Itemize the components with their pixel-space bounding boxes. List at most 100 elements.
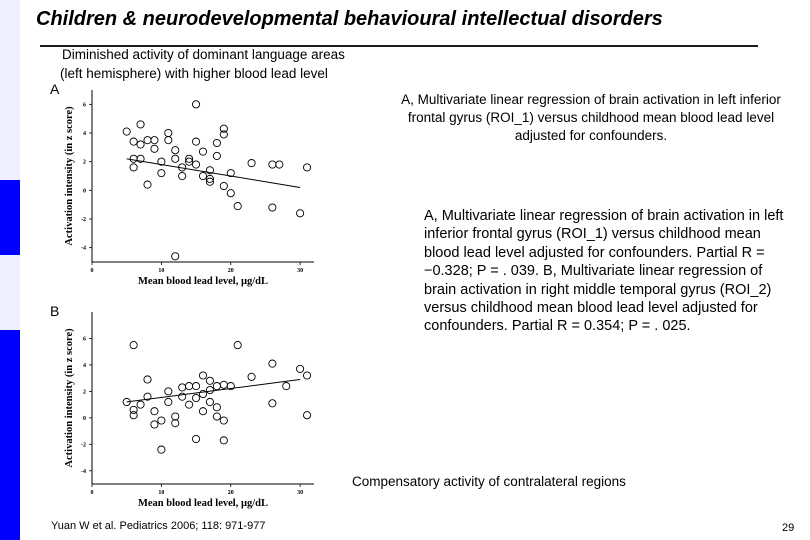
data-point [192,160,201,169]
data-point [164,397,173,407]
x-tick-label: 20 [228,490,234,496]
data-point [143,180,152,189]
data-point [275,160,284,169]
data-point [157,445,166,454]
data-point [219,130,228,139]
title-divider [40,45,758,47]
x-tick-label: 20 [228,268,234,274]
data-point [219,181,228,191]
data-point [164,136,173,145]
data-point [205,177,214,186]
y-tick-label: 4 [83,363,86,369]
data-point [150,144,159,153]
y-axis-label: Activation intensity (in z score) [64,328,75,468]
sidebar-decoration [0,0,20,540]
data-point [157,169,166,178]
data-point [150,420,159,429]
data-point [129,163,138,172]
data-point [157,416,166,425]
data-point [198,407,208,416]
data-point [303,371,312,380]
data-point [171,252,180,261]
data-point [303,163,312,172]
data-point [226,189,235,198]
data-point [171,146,180,155]
data-point [129,405,138,414]
data-point [185,382,194,391]
y-tick-label: 2 [83,389,86,395]
data-point [219,436,228,445]
data-point [178,171,187,181]
data-point [205,174,214,183]
x-axis-label: Mean blood lead level, µg/dL [138,498,268,509]
data-point [282,382,291,391]
data-point [296,364,305,373]
data-point [233,341,242,350]
data-point [129,154,138,163]
y-tick-label: -2 [81,442,86,448]
data-point [192,382,201,391]
x-tick-label: 30 [297,490,303,496]
data-point [143,392,152,401]
y-tick-label: 6 [83,336,86,342]
data-point [129,341,138,350]
data-point [164,128,173,138]
data-point [268,160,277,169]
data-point [198,147,208,156]
data-point [185,400,194,409]
sidebar-band-light [0,0,20,180]
data-point [219,380,228,389]
x-tick-label: 10 [158,490,164,496]
data-point [143,375,152,384]
data-point [178,163,187,172]
regression-line [126,158,301,188]
data-point [185,154,194,163]
x-tick-label: 10 [158,268,164,274]
sidebar-band-blue [0,180,20,255]
data-point [212,412,221,421]
data-point [198,371,208,380]
y-tick-label: -2 [81,217,86,223]
data-point [268,399,277,408]
sidebar-band-light [0,255,20,330]
data-point [205,376,214,385]
page-number: 29 [782,522,795,534]
data-point [247,159,256,168]
data-point [143,136,152,145]
data-point [226,382,235,391]
x-tick-label: 0 [91,268,94,274]
y-tick-label: 4 [83,131,86,137]
data-point [171,154,180,163]
data-point [192,434,201,444]
data-point [226,169,235,178]
data-point [178,392,187,401]
data-point [150,407,159,416]
data-point [171,419,180,428]
figure-caption-short: A, Multivariate linear regression of bra… [401,92,781,143]
data-point [205,166,214,175]
data-point [129,411,138,420]
data-point [268,203,277,212]
subtitle-line-2: (left hemisphere) with higher blood lead… [60,66,328,81]
data-point [157,157,166,166]
subtitle-line-1: Diminished activity of dominant language… [62,47,345,62]
data-point [212,151,221,160]
data-point [192,393,201,403]
data-point [192,100,201,109]
y-tick-label: 0 [83,416,86,422]
data-point [219,416,228,425]
data-point [136,154,145,163]
data-point [136,400,145,409]
y-tick-label: 0 [83,188,86,194]
data-point [122,397,131,407]
data-point [205,386,214,395]
data-point [296,209,305,218]
data-point [164,387,173,396]
figure-caption-long: A, Multivariate linear regression of bra… [424,208,784,335]
x-tick-label: 30 [297,268,303,274]
compensatory-activity-label: Compensatory activity of contralateral r… [352,474,626,489]
data-point [136,140,145,149]
x-axis-label: Mean blood lead level, µg/dL [138,276,268,287]
